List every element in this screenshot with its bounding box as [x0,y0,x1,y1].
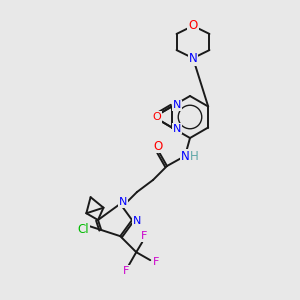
Text: N: N [189,52,197,64]
Text: N: N [133,216,141,226]
Text: N: N [189,52,197,64]
Text: N: N [119,197,128,207]
Text: F: F [141,231,147,241]
Text: O: O [188,19,198,32]
Text: N: N [172,124,181,134]
Text: H: H [190,149,198,163]
Text: F: F [153,257,159,267]
Text: O: O [153,112,161,122]
Text: Cl: Cl [77,223,89,236]
Text: N: N [181,149,189,163]
Text: N: N [172,100,181,110]
Text: F: F [123,266,129,276]
Text: O: O [153,140,163,152]
